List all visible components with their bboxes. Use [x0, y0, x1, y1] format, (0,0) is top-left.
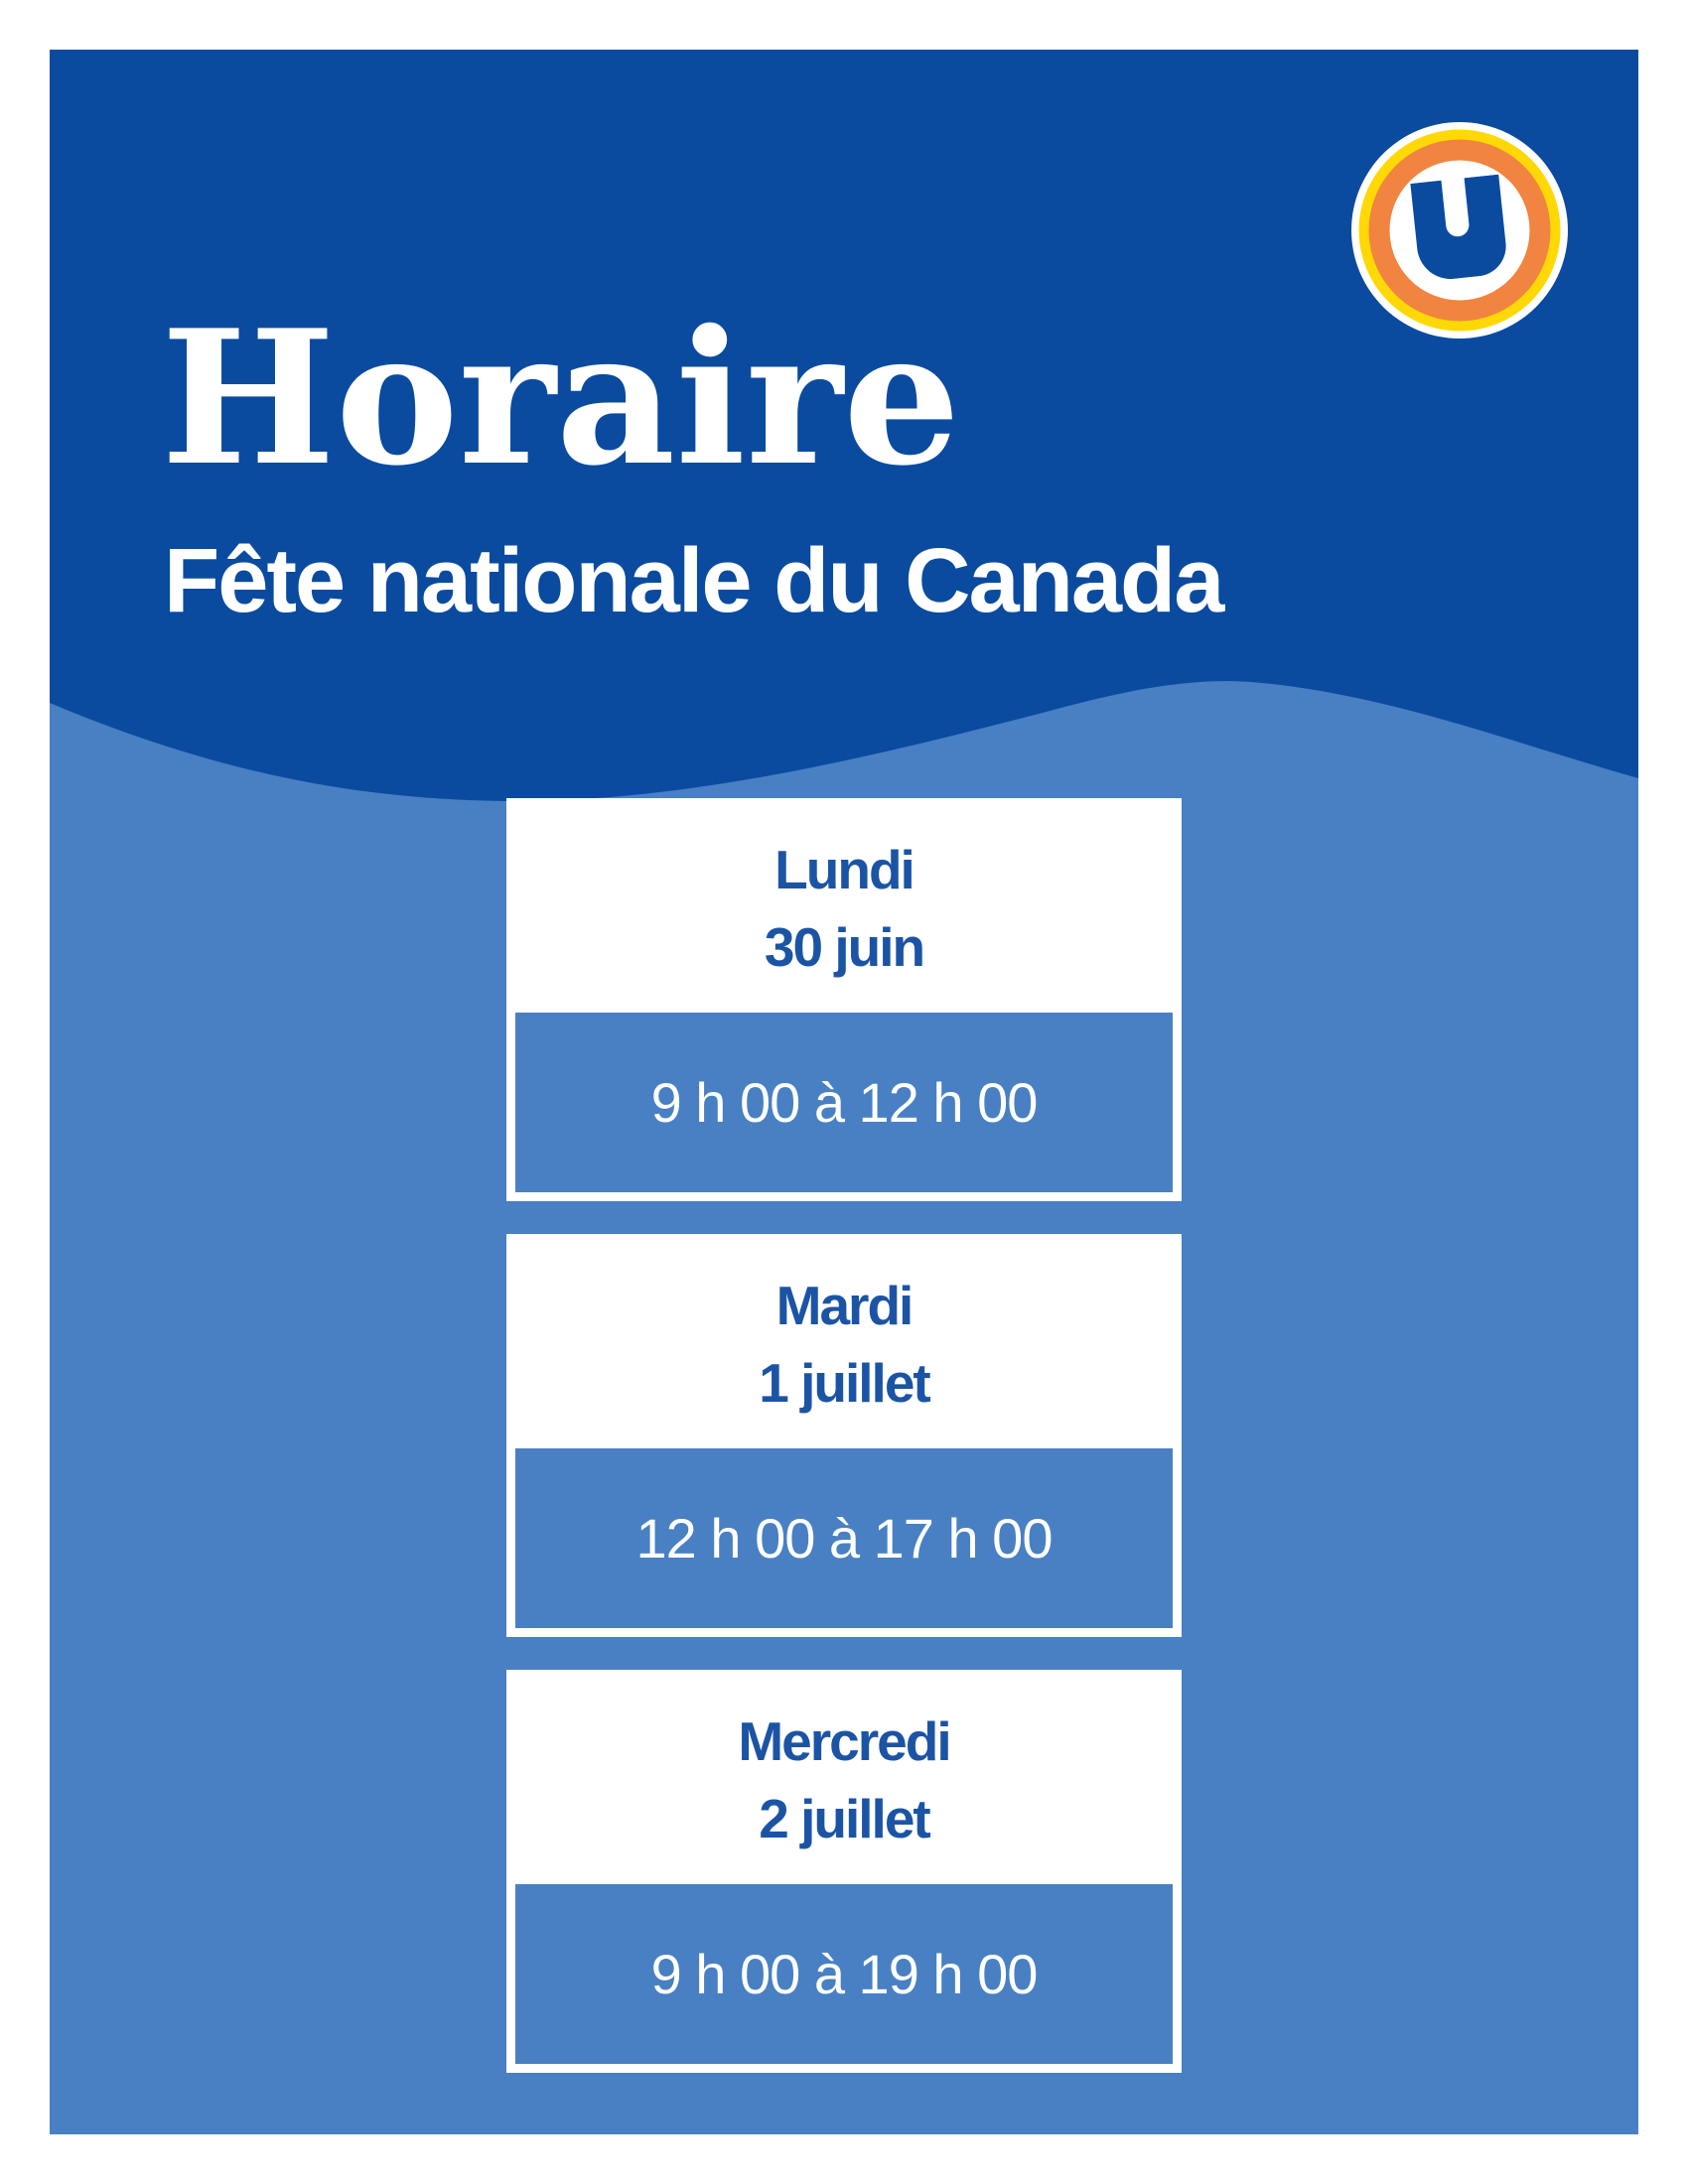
page-subtitle: Fête nationale du Canada	[164, 530, 1224, 631]
day-label: Mardi	[775, 1275, 914, 1336]
hours-label: 9 h 00 à 19 h 00	[650, 1943, 1039, 2005]
page-title: Horaire	[161, 289, 961, 506]
card-day-block: Lundi 30 juin	[506, 798, 1182, 1013]
hours-badge: 12 h 00 à 17 h 00	[515, 1448, 1173, 1628]
date-label: 1 juillet	[759, 1352, 930, 1414]
day-label: Mercredi	[738, 1710, 951, 1772]
uniprix-logo	[1351, 122, 1568, 339]
day-label: Lundi	[774, 839, 915, 900]
schedule-list: Lundi 30 juin 9 h 00 à 12 h 00 Mardi 1 j…	[506, 798, 1182, 2073]
card-day-block: Mercredi 2 juillet	[506, 1670, 1182, 1884]
hours-label: 9 h 00 à 12 h 00	[650, 1071, 1039, 1134]
hours-badge: 9 h 00 à 19 h 00	[515, 1884, 1173, 2064]
date-label: 30 juin	[764, 916, 925, 978]
schedule-card: Lundi 30 juin 9 h 00 à 12 h 00	[506, 798, 1182, 1201]
logo-letter-u-icon	[1410, 174, 1506, 280]
poster-content: Horaire Fête nationale du Canada Lundi 3…	[50, 50, 1638, 2134]
hours-badge: 9 h 00 à 12 h 00	[515, 1013, 1173, 1192]
hours-label: 12 h 00 à 17 h 00	[635, 1507, 1054, 1570]
card-day-block: Mardi 1 juillet	[506, 1234, 1182, 1448]
schedule-card: Mercredi 2 juillet 9 h 00 à 19 h 00	[506, 1670, 1182, 2073]
date-label: 2 juillet	[759, 1788, 930, 1849]
schedule-card: Mardi 1 juillet 12 h 00 à 17 h 00	[506, 1234, 1182, 1637]
